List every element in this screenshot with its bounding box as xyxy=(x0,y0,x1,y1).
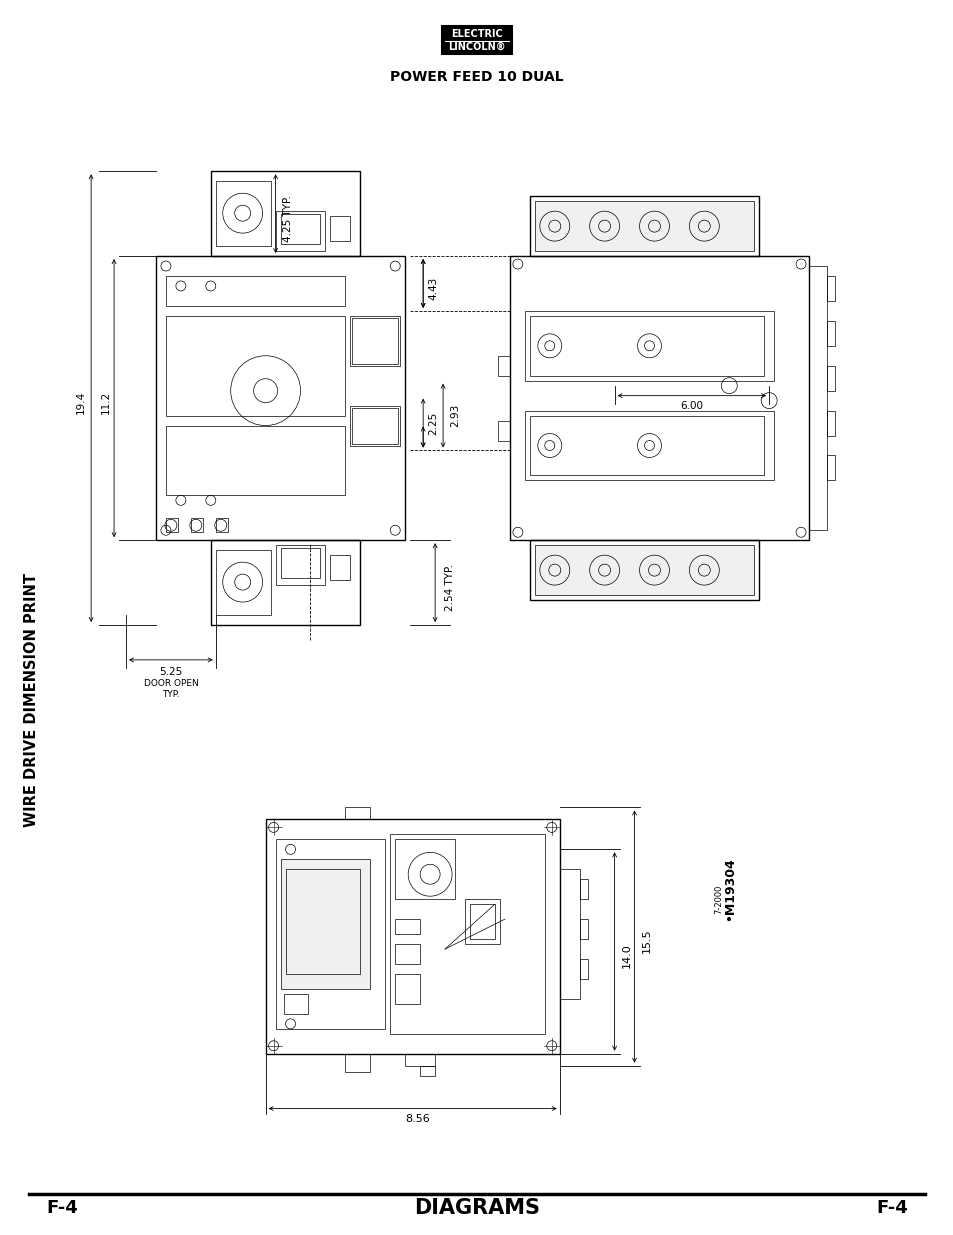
Text: 2.93: 2.93 xyxy=(450,404,459,427)
Bar xyxy=(275,545,325,585)
Bar xyxy=(470,904,495,939)
Text: 14.0: 14.0 xyxy=(621,944,631,968)
Text: 19.4: 19.4 xyxy=(76,391,86,414)
Bar xyxy=(529,316,763,375)
Text: TYP.: TYP. xyxy=(162,690,179,699)
Text: 8.56: 8.56 xyxy=(404,1114,429,1124)
Bar xyxy=(395,919,419,934)
Bar xyxy=(352,317,397,364)
Bar xyxy=(535,545,754,595)
Bar xyxy=(211,172,360,256)
Text: F-4: F-4 xyxy=(46,1199,78,1218)
Bar xyxy=(283,994,308,1014)
Bar xyxy=(345,1053,370,1072)
Bar xyxy=(579,919,587,939)
Bar xyxy=(166,275,345,306)
Text: ELECTRIC: ELECTRIC xyxy=(451,28,502,38)
Bar xyxy=(191,519,203,532)
Bar xyxy=(215,519,228,532)
Bar xyxy=(166,519,177,532)
Bar xyxy=(215,551,271,615)
Bar xyxy=(350,316,400,366)
Bar xyxy=(509,256,808,540)
Bar xyxy=(535,201,754,251)
Bar xyxy=(275,211,325,251)
Bar xyxy=(464,899,499,944)
Bar xyxy=(524,311,773,380)
Text: 5.25: 5.25 xyxy=(159,667,182,677)
Bar xyxy=(155,256,405,540)
Bar xyxy=(579,960,587,979)
Bar xyxy=(808,266,826,530)
Bar xyxy=(826,410,834,436)
Text: 4.25 TYP.: 4.25 TYP. xyxy=(282,195,293,242)
Bar xyxy=(826,321,834,346)
Text: F-4: F-4 xyxy=(875,1199,907,1218)
Bar xyxy=(215,182,271,246)
Text: LINCOLN®: LINCOLN® xyxy=(448,42,505,52)
Bar xyxy=(395,944,419,965)
Bar xyxy=(529,196,759,256)
Bar xyxy=(529,540,759,600)
Bar xyxy=(345,808,370,819)
Bar xyxy=(285,869,360,974)
Bar xyxy=(166,426,345,495)
Bar xyxy=(497,421,509,441)
Bar xyxy=(497,356,509,375)
Bar xyxy=(211,540,360,625)
Bar xyxy=(441,26,512,53)
Bar xyxy=(405,1053,435,1066)
Text: WIRE DRIVE DIMENSION PRINT: WIRE DRIVE DIMENSION PRINT xyxy=(24,573,39,826)
Bar xyxy=(395,974,419,1004)
Text: 15.5: 15.5 xyxy=(640,929,651,953)
Bar xyxy=(395,840,455,899)
Bar xyxy=(280,860,370,989)
Bar xyxy=(826,456,834,480)
Bar xyxy=(559,869,579,999)
Bar xyxy=(350,405,400,446)
Text: 6.00: 6.00 xyxy=(679,400,702,410)
Bar xyxy=(826,366,834,390)
Bar xyxy=(265,819,559,1053)
Bar xyxy=(579,879,587,899)
Bar xyxy=(166,316,345,416)
Bar xyxy=(330,216,350,241)
Bar xyxy=(280,214,320,245)
Text: 2.25: 2.25 xyxy=(428,412,437,435)
Bar xyxy=(390,835,544,1034)
Text: •M19304: •M19304 xyxy=(722,857,735,921)
Bar xyxy=(275,840,385,1029)
Text: 11.2: 11.2 xyxy=(101,391,111,414)
Text: 2.54 TYP.: 2.54 TYP. xyxy=(445,563,455,610)
Text: DOOR OPEN: DOOR OPEN xyxy=(143,679,198,688)
Bar xyxy=(524,410,773,480)
Text: POWER FEED 10 DUAL: POWER FEED 10 DUAL xyxy=(390,69,563,84)
Text: DIAGRAMS: DIAGRAMS xyxy=(414,1198,539,1218)
Text: 7-2000: 7-2000 xyxy=(714,884,723,914)
Bar xyxy=(419,1066,435,1076)
Bar xyxy=(330,556,350,580)
Bar xyxy=(352,408,397,443)
Bar xyxy=(529,416,763,475)
Bar xyxy=(280,548,320,578)
Bar xyxy=(826,275,834,301)
Text: 4.43: 4.43 xyxy=(428,277,437,300)
